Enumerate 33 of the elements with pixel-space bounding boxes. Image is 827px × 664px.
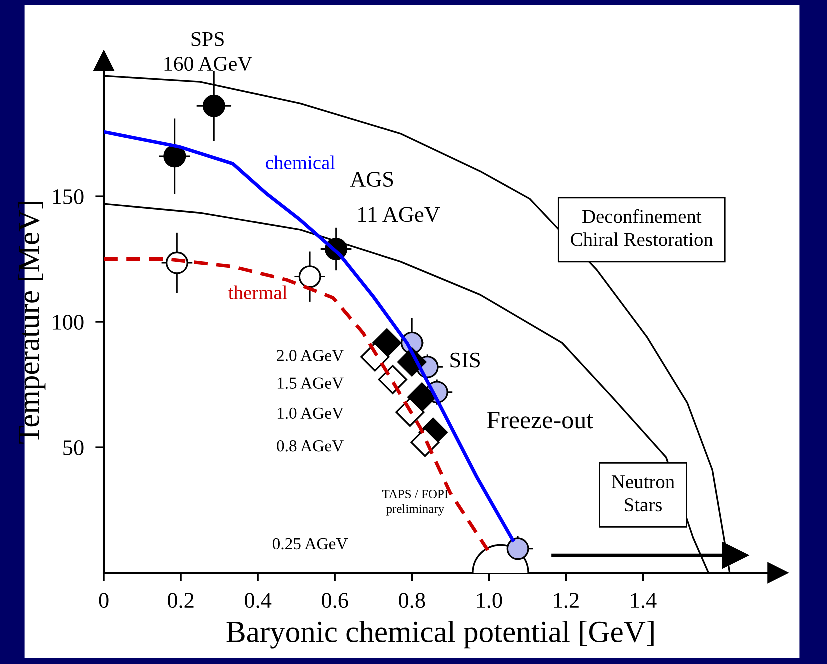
x-tick-label: 1.2 — [554, 593, 579, 608]
annotation: TAPS / FOPI preliminary — [382, 490, 448, 516]
point — [506, 538, 530, 560]
y-tick-label: 100 — [53, 314, 84, 330]
annotation: 0.25 AGeV — [272, 538, 348, 550]
x-tick-label: 0 — [99, 593, 109, 608]
x-tick-label: 1.0 — [477, 593, 502, 608]
y-axis-title: Temperature [MeV] — [18, 202, 46, 444]
y-tick-label: 150 — [53, 189, 84, 204]
annotation: Deconfinement Chiral Restoration — [571, 209, 714, 246]
point — [722, 542, 749, 569]
annotation: 1.0 AGeV — [278, 408, 344, 420]
x-tick-label: 0.6 — [322, 593, 348, 608]
point — [202, 94, 226, 118]
annotation: 2.0 AGeV — [277, 350, 344, 362]
x-tick-label: 0.8 — [399, 593, 426, 608]
x-tick-label: 0.4 — [245, 593, 272, 608]
annotation: 0.8 AGeV — [277, 440, 344, 452]
series-label: thermal — [228, 286, 288, 300]
x-tick-label: 0.2 — [168, 593, 194, 608]
annotation: 11 AGeV — [358, 207, 440, 222]
annotation: SPS 160 AGeV — [164, 32, 252, 72]
y-tick-label: 50 — [64, 440, 84, 456]
series-label: chemical — [266, 156, 336, 170]
annotation: 1.5 AGeV — [278, 378, 344, 390]
point — [164, 145, 186, 168]
annotation: Neutron Stars — [612, 476, 675, 512]
annotation: AGS — [350, 172, 394, 188]
annotation: Freeze-out — [487, 412, 594, 429]
x-axis-title: Baryonic chemical potential [GeV] — [226, 620, 654, 649]
x-tick-label: 1.4 — [631, 593, 657, 608]
point — [298, 266, 322, 288]
annotation: SIS — [450, 352, 480, 368]
